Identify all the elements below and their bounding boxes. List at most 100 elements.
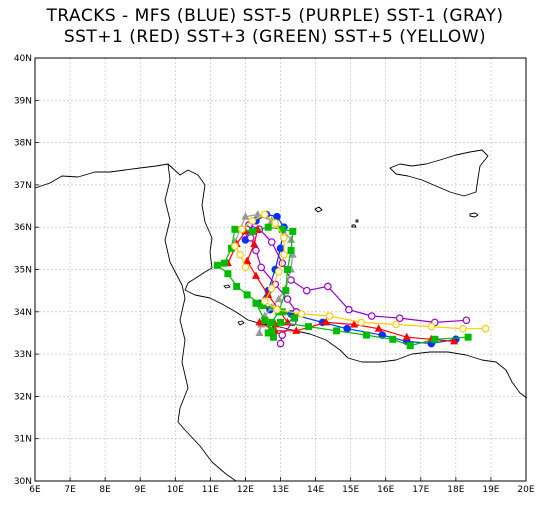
track-point <box>233 282 241 290</box>
track-series <box>223 224 459 345</box>
x-tick-label: 15E <box>342 485 359 495</box>
x-tick-label: 9E <box>135 485 147 495</box>
track-point <box>333 327 341 335</box>
track-point <box>278 331 287 339</box>
y-tick-label: 40N <box>14 54 32 64</box>
track-point <box>274 267 283 276</box>
track-point <box>402 332 411 341</box>
track-point <box>282 287 290 295</box>
track-point <box>269 333 277 341</box>
track-point <box>241 212 250 220</box>
x-tick-label: 20E <box>517 485 534 495</box>
track-point <box>284 266 292 273</box>
track-point <box>280 233 288 242</box>
track-point <box>322 317 331 326</box>
track-point <box>378 331 387 339</box>
x-tick-label: 10E <box>167 485 184 495</box>
track-point <box>289 227 297 235</box>
track-point <box>252 299 260 307</box>
track-point <box>427 322 436 331</box>
coastlines <box>34 149 528 482</box>
axis-ticks: 6E 7E 8E 9E 10E 11E 12E 13E 14E 15E 16E 17E 18E 19E 20… <box>14 54 535 495</box>
track-point <box>389 335 397 343</box>
pantelleria <box>314 206 323 213</box>
track-point <box>450 336 459 345</box>
track-point <box>431 335 439 343</box>
chart-title-line-2: SST+1 (RED) SST+3 (GREEN) SST+5 (YELLOW) <box>63 27 487 47</box>
x-tick-label: 11E <box>202 485 219 495</box>
track-point <box>277 318 284 326</box>
y-tick-label: 30N <box>14 477 32 487</box>
y-tick-label: 34N <box>14 308 32 318</box>
track-point <box>248 217 257 225</box>
track-point <box>276 244 285 253</box>
track-point <box>251 271 260 279</box>
track-point <box>303 286 311 295</box>
y-tick-label: 31N <box>14 435 32 445</box>
y-tick-label: 39N <box>14 96 32 106</box>
track-point <box>464 333 472 341</box>
track-point <box>459 324 467 333</box>
track-point <box>257 263 266 272</box>
track-series <box>238 210 490 333</box>
y-tick-label: 35N <box>14 266 32 276</box>
chart-title-line-1: TRACKS - MFS (BLUE) SST-5 (PURPLE) SST-1… <box>46 6 504 26</box>
track-point <box>345 305 353 314</box>
track-point <box>276 339 285 348</box>
track-point <box>246 233 255 242</box>
x-tick-label: 6E <box>29 485 41 495</box>
track-point <box>287 246 295 254</box>
linosa <box>355 219 359 223</box>
track-point <box>238 225 246 234</box>
track-series <box>252 299 277 341</box>
track-point <box>264 329 272 337</box>
track-point <box>243 256 252 265</box>
x-tick-label: 19E <box>482 485 499 495</box>
track-point <box>268 318 276 326</box>
libya-border <box>184 429 237 482</box>
track-point <box>374 324 383 332</box>
track-point <box>268 327 276 335</box>
track-point <box>274 294 283 303</box>
lampedusa <box>351 224 357 228</box>
track-point <box>305 323 313 331</box>
track-point <box>395 314 404 322</box>
track-point <box>357 318 365 327</box>
track-point <box>350 319 359 328</box>
track-point <box>278 225 286 233</box>
track-point <box>236 250 244 259</box>
track-point <box>260 210 269 219</box>
track-point <box>324 282 332 291</box>
track-point <box>273 305 281 314</box>
x-tick-label: 13E <box>272 485 289 495</box>
track-point <box>252 246 260 255</box>
y-tick-label: 37N <box>14 181 32 191</box>
track-point <box>259 301 267 309</box>
track-point <box>343 324 351 333</box>
y-tick-label: 38N <box>14 139 32 149</box>
track-point <box>264 223 272 231</box>
track-point <box>243 291 251 299</box>
track-point <box>367 312 376 320</box>
x-tick-label: 17E <box>412 485 429 495</box>
sicily <box>389 149 489 197</box>
x-tick-label: 7E <box>64 485 76 495</box>
x-tick-label: 12E <box>237 485 254 495</box>
track-point <box>267 284 276 293</box>
track-point <box>231 225 239 233</box>
track-point <box>287 235 296 243</box>
track-point <box>213 261 221 269</box>
track-point <box>283 295 292 303</box>
track-point <box>292 326 301 334</box>
track-point <box>220 259 228 267</box>
y-tick-label: 32N <box>14 392 32 402</box>
track-point <box>297 310 306 318</box>
track-point <box>271 219 280 227</box>
storm-tracks <box>213 210 490 350</box>
x-tick-label: 16E <box>377 485 394 495</box>
track-point <box>392 320 401 329</box>
track-point <box>224 270 232 278</box>
malta <box>469 212 479 218</box>
track-point <box>278 308 286 316</box>
